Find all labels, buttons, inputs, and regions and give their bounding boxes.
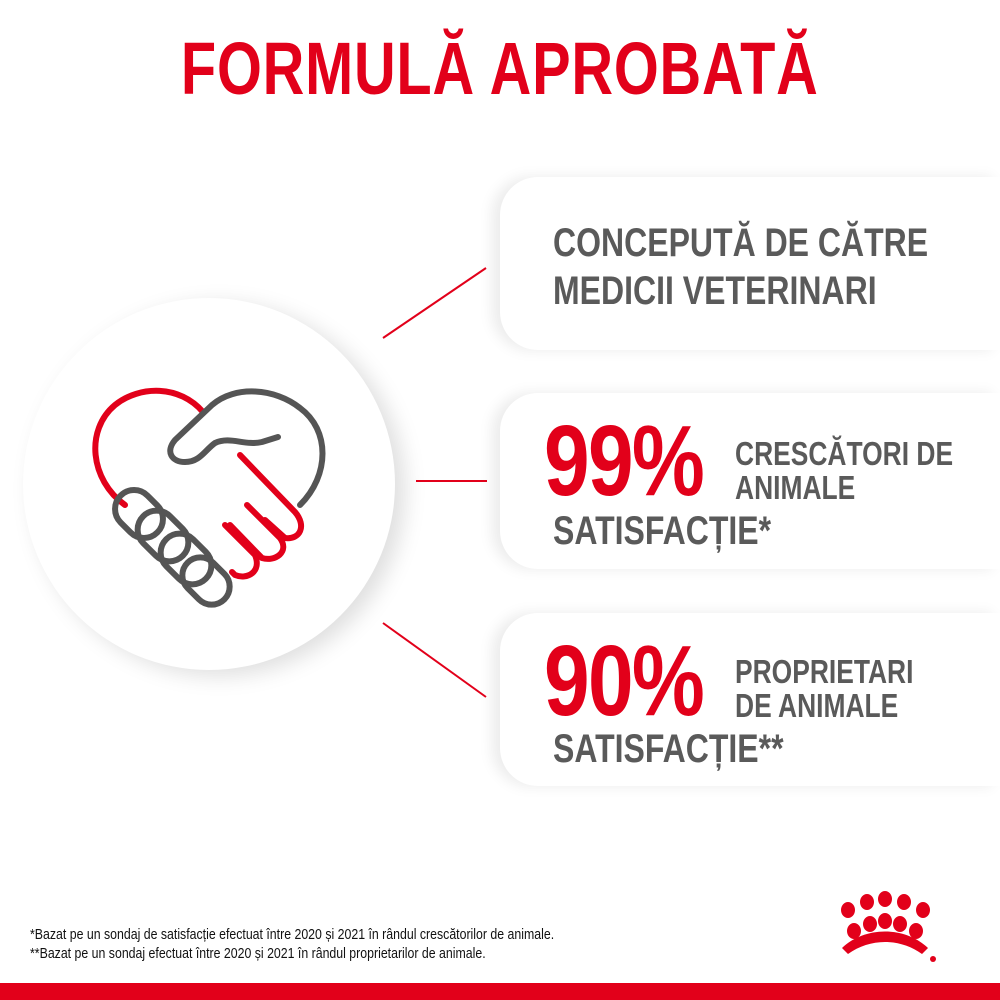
footnote: *Bazat pe un sondaj de satisfacție efect…: [30, 927, 555, 943]
footnote: **Bazat pe un sondaj efectuat între 2020…: [30, 946, 486, 962]
footnotes: *Bazat pe un sondaj de satisfacție efect…: [30, 926, 554, 964]
stat-label: SATISFACȚIE*: [553, 509, 772, 553]
bottom-brand-bar: [0, 983, 1000, 1000]
stat-audience: DE ANIMALE: [735, 687, 899, 724]
card-breeders: 99% CRESCĂTORI DE ANIMALE SATISFACȚIE*: [500, 393, 1000, 569]
card-owners: 90% PROPRIETARI DE ANIMALE SATISFACȚIE**: [500, 613, 1000, 786]
handshake-heart-icon: [92, 387, 326, 608]
stat-label: SATISFACȚIE**: [553, 727, 784, 771]
connector-line-3: [382, 622, 487, 698]
royal-canin-crown-logo: [841, 891, 936, 962]
card-veterinarians: CONCEPUTĂ DE CĂTRE MEDICII VETERINARI: [500, 177, 1000, 350]
stat-percent: 90%: [544, 625, 705, 737]
stat-percent: 99%: [544, 405, 705, 517]
stat-audience: CRESCĂTORI DE: [735, 435, 954, 472]
connector-line-1: [382, 267, 487, 339]
icon-circle: [23, 298, 395, 670]
card-text-line: MEDICII VETERINARI: [553, 269, 877, 313]
card-text-line: CONCEPUTĂ DE CĂTRE: [553, 221, 929, 265]
stat-audience: ANIMALE: [735, 469, 856, 506]
stat-audience: PROPRIETARI: [735, 653, 914, 690]
page-title: FORMULĂ APROBATĂ: [181, 27, 819, 110]
